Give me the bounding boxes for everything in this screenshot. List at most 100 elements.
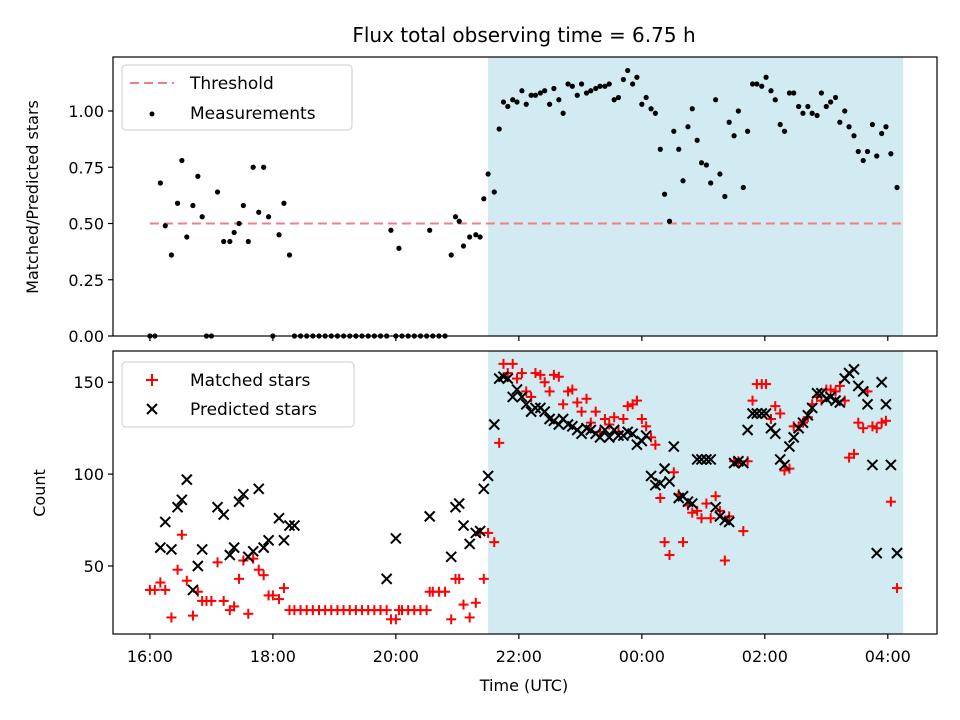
predicted-star-point xyxy=(187,584,199,596)
matched-star-point xyxy=(187,610,198,621)
matched-star-point xyxy=(668,467,679,478)
measurement-point xyxy=(625,67,631,74)
matched-star-point xyxy=(498,358,509,369)
measurement-point xyxy=(888,151,894,157)
predicted-star-point xyxy=(488,418,500,431)
matched-star-point xyxy=(871,423,882,434)
measurement-point xyxy=(763,74,769,80)
predicted-star-point xyxy=(457,519,470,532)
y-tick-label: 0.75 xyxy=(68,158,104,177)
matched-star-point xyxy=(659,537,670,548)
measurement-point xyxy=(184,234,190,240)
predicted-star-point xyxy=(237,488,250,501)
measurement-point xyxy=(671,128,677,134)
predicted-star-point xyxy=(159,516,171,528)
legend-threshold-label: Threshold xyxy=(189,74,274,94)
predicted-star-point xyxy=(778,459,791,471)
matched-star-point xyxy=(478,573,489,584)
top-y-axis-label: Matched/Predicted stars xyxy=(23,100,42,294)
bottom-panel: 50 100 150 16:00 18:00 20:00 22:00 00:00 02:00 0… xyxy=(30,350,938,695)
matched-star-point xyxy=(664,549,675,560)
predicted-star-point xyxy=(788,431,800,444)
matched-star-point xyxy=(278,583,289,594)
matched-star-point xyxy=(212,557,223,568)
predicted-star-point xyxy=(875,376,888,388)
predicted-star-point xyxy=(176,494,188,506)
matched-star-point xyxy=(650,439,661,450)
matched-star-point xyxy=(848,448,859,459)
legend-measurements-swatch xyxy=(149,111,155,117)
matched-star-point xyxy=(761,379,772,390)
predicted-star-point xyxy=(640,429,652,442)
matched-star-point xyxy=(558,399,569,410)
matched-star-point xyxy=(181,575,192,586)
predicted-star-point xyxy=(171,501,184,513)
matched-star-point xyxy=(655,493,666,504)
measurement-point xyxy=(286,252,293,258)
predicted-star-point xyxy=(165,543,178,556)
measurement-point xyxy=(713,97,719,103)
measurement-point xyxy=(698,160,705,166)
matched-star-point xyxy=(765,413,776,424)
matched-star-point xyxy=(618,413,629,424)
measurement-point xyxy=(828,99,834,105)
predicted-star-point xyxy=(482,470,494,482)
measurement-point xyxy=(869,121,876,128)
legend-predicted-swatch xyxy=(146,403,158,415)
measurement-point xyxy=(588,88,594,94)
measurement-point xyxy=(481,196,487,202)
measurement-point xyxy=(652,110,658,116)
predicted-star-point xyxy=(233,495,245,508)
measurement-point xyxy=(639,101,645,107)
matched-star-point xyxy=(779,465,790,476)
predicted-star-point xyxy=(885,459,897,471)
measurement-point xyxy=(855,148,861,155)
measurement-point xyxy=(456,218,462,224)
matched-star-point xyxy=(636,413,647,424)
measurement-point xyxy=(236,220,242,227)
measurement-point xyxy=(851,133,857,139)
measurement-point xyxy=(777,121,783,128)
measurement-point xyxy=(174,200,181,206)
measurement-point xyxy=(740,184,746,191)
matched-star-point xyxy=(719,555,730,566)
matched-star-point xyxy=(390,614,401,625)
measurement-point xyxy=(551,85,557,92)
measurement-point xyxy=(578,81,585,87)
measurement-point xyxy=(745,128,751,134)
measurement-point xyxy=(214,189,221,195)
matched-star-point xyxy=(483,527,494,538)
matched-star-point xyxy=(609,412,620,423)
measurement-point xyxy=(606,81,612,87)
predicted-star-point xyxy=(273,512,285,524)
measurement-point xyxy=(883,124,889,130)
measurement-point xyxy=(485,171,491,177)
matched-star-point xyxy=(539,377,550,388)
legend-matched-swatch xyxy=(146,374,158,386)
measurement-point xyxy=(894,184,900,191)
matched-star-point xyxy=(599,413,610,424)
y-tick-label: 150 xyxy=(73,373,104,392)
legend-predicted-label: Predicted stars xyxy=(190,400,317,420)
top-panel: 0.00 0.25 0.50 0.75 1.00 Matched/Predicted s… xyxy=(23,56,938,346)
measurement-point xyxy=(528,92,534,98)
measurement-point xyxy=(661,191,668,197)
predicted-star-point xyxy=(834,396,846,409)
matched-star-point xyxy=(507,358,518,369)
bottom-y-axis-label: Count xyxy=(30,469,49,517)
measurement-point xyxy=(676,146,682,152)
measurement-point xyxy=(615,94,622,101)
matched-star-point xyxy=(258,570,269,581)
matched-star-point xyxy=(458,599,469,610)
legend-matched-label: Matched stars xyxy=(190,371,310,391)
predicted-star-point xyxy=(257,541,270,554)
predicted-star-point xyxy=(695,453,708,466)
measurement-point xyxy=(781,128,788,134)
predicted-star-point xyxy=(228,541,240,554)
measurement-point xyxy=(519,88,525,94)
x-tick-label: 00:00 xyxy=(619,647,665,666)
measurement-point xyxy=(396,245,402,251)
predicted-star-point xyxy=(288,519,301,532)
measurement-point xyxy=(735,108,741,114)
predicted-star-point xyxy=(654,477,666,490)
